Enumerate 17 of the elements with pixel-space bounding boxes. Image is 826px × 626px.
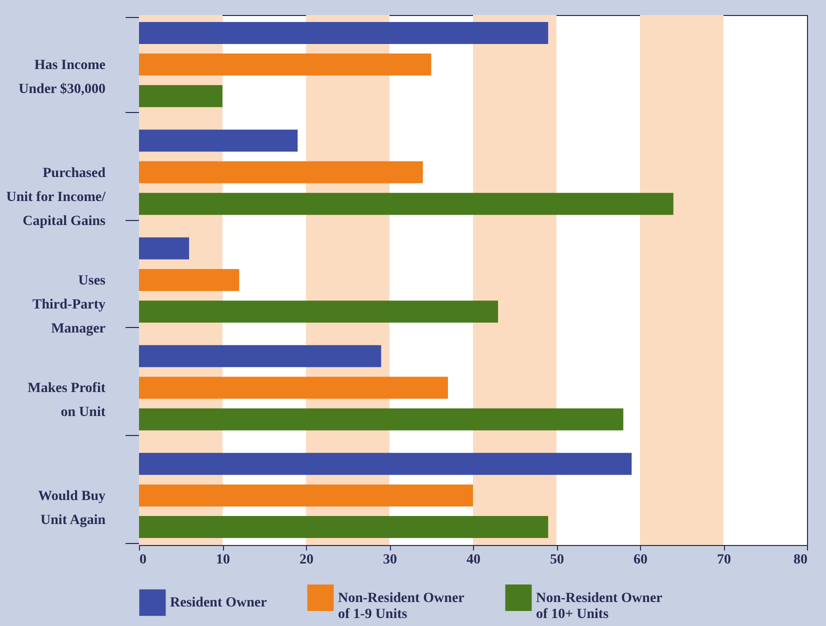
legend-label: Resident Owner (170, 596, 267, 611)
legend-label: Non-Resident Owner of 10+ Units (536, 590, 662, 622)
y-tick-label: Makes Profit on Unit (28, 381, 106, 420)
x-tick-label: 30 (383, 552, 397, 568)
y-tick-label: Uses Third-Party Manager (32, 274, 106, 336)
x-tick-label: 60 (634, 552, 648, 568)
x-tick-label: 40 (466, 552, 480, 568)
y-tick-label: Would Buy Unit Again (38, 488, 106, 528)
x-tick-label: 0 (140, 552, 146, 568)
x-tick-label: 70 (717, 552, 731, 568)
y-tick-label: Has Income Under $30,000 (18, 58, 106, 98)
y-tick-label: Purchased Unit for Income/ Capital Gains (6, 166, 107, 229)
x-tick-label: 20 (300, 552, 314, 568)
x-tick-label: 50 (550, 552, 564, 568)
legend-label: Non-Resident Owner of 1-9 Units (338, 590, 464, 622)
x-tick-label: 80 (794, 552, 808, 568)
x-tick-label: 10 (216, 552, 230, 568)
